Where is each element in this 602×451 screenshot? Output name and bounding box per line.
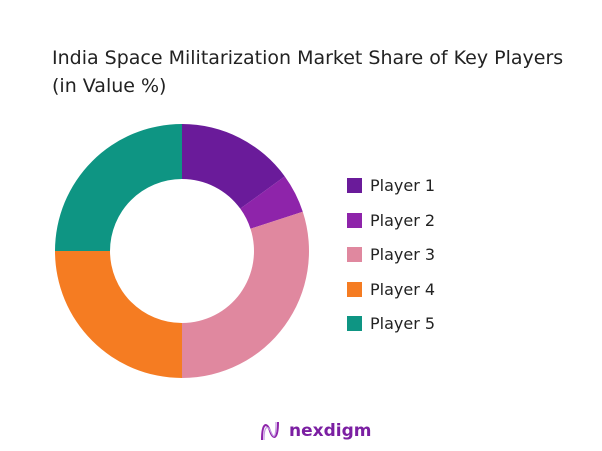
legend-item: Player 5 bbox=[347, 314, 435, 333]
slice-player-4 bbox=[55, 251, 182, 378]
legend-label: Player 4 bbox=[370, 279, 436, 299]
legend-item: Player 3 bbox=[347, 245, 435, 264]
legend-label: Player 5 bbox=[370, 314, 436, 333]
legend-label: Player 2 bbox=[370, 210, 436, 230]
slice-player-3 bbox=[182, 211, 309, 378]
legend-swatch bbox=[347, 212, 362, 228]
nexdigm-logo-icon bbox=[261, 421, 279, 441]
chart-title: India Space Militarization Market Share … bbox=[52, 47, 564, 97]
legend-swatch bbox=[347, 247, 362, 262]
legend-item: Player 1 bbox=[347, 176, 435, 195]
slice-player-1 bbox=[182, 124, 285, 209]
brand-name: nexdigm bbox=[289, 421, 372, 441]
legend-swatch bbox=[347, 281, 362, 297]
legend-item: Player 4 bbox=[347, 280, 435, 299]
brand-logo: nexdigm bbox=[259, 420, 371, 442]
slice-player-5 bbox=[55, 124, 182, 251]
legend-label: Player 1 bbox=[370, 176, 436, 195]
legend-swatch bbox=[347, 178, 362, 193]
slice-player-2 bbox=[240, 176, 303, 229]
legend-item: Player 2 bbox=[347, 211, 435, 230]
legend-label: Player 3 bbox=[370, 245, 436, 264]
legend-swatch bbox=[347, 316, 362, 331]
